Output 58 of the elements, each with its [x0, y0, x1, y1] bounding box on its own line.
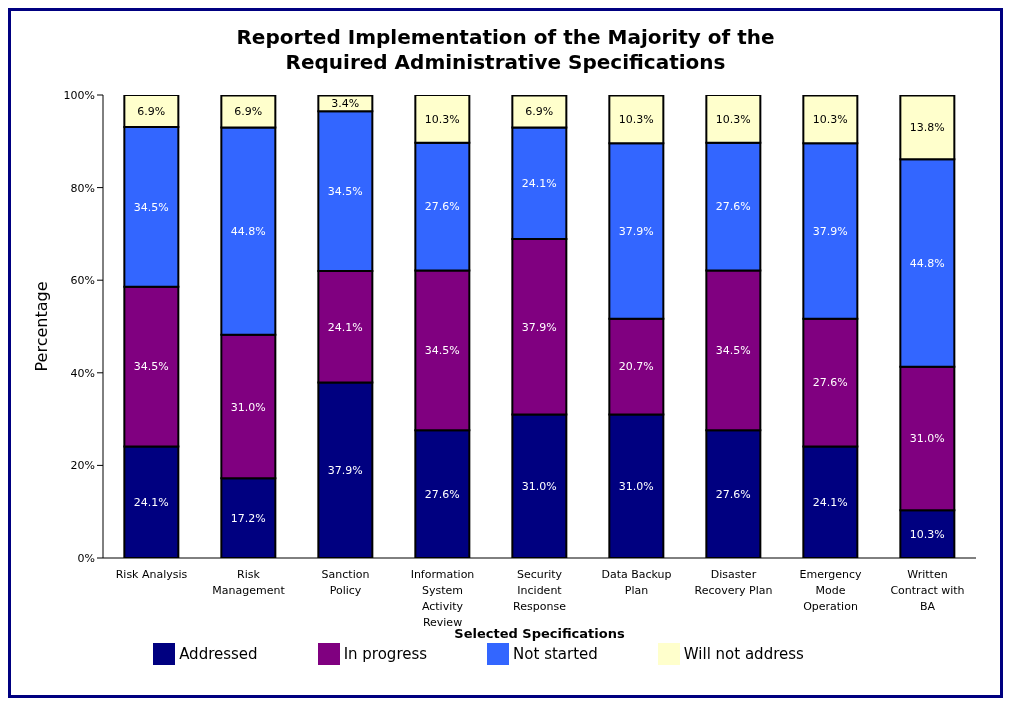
data-label: 6.9%	[234, 105, 263, 119]
x-tick-label: Sanction Policy	[321, 568, 370, 597]
y-tick-label: 80%	[70, 181, 95, 195]
x-tick-label: Disaster Recovery Plan	[694, 568, 773, 597]
data-label: 37.9%	[618, 224, 654, 238]
data-label: 37.9%	[327, 464, 363, 478]
legend-label: Will not address	[683, 644, 804, 663]
y-axis-title: Percentage	[31, 281, 51, 372]
data-label: 10.3%	[618, 113, 654, 127]
x-tick-label: Data Backup Plan	[601, 568, 672, 597]
legend-label: Not started	[513, 644, 598, 663]
chart-title: Reported Implementation of the Majority of the Required Administrative Specifications	[235, 25, 776, 75]
y-tick-label: 40%	[70, 366, 95, 380]
x-tick-label: Security Incident Response	[513, 568, 567, 613]
data-label: 27.6%	[424, 488, 460, 502]
y-tick-label: 100%	[63, 88, 95, 102]
data-label: 31.0%	[909, 432, 945, 446]
data-label: 24.1%	[133, 496, 169, 510]
y-tick-label: 20%	[70, 459, 95, 473]
data-label: 37.9%	[521, 320, 557, 334]
data-label: 27.6%	[424, 200, 460, 214]
data-label: 13.8%	[909, 121, 945, 135]
data-label: 31.0%	[230, 400, 266, 414]
data-label: 34.5%	[133, 360, 169, 374]
legend-label: Addressed	[179, 644, 258, 663]
data-label: 10.3%	[909, 528, 945, 542]
data-label: 27.6%	[715, 488, 751, 502]
data-label: 3.4%	[331, 97, 360, 111]
data-label: 34.5%	[715, 344, 751, 358]
data-label: 20.7%	[618, 360, 654, 374]
data-label: 34.5%	[424, 344, 460, 358]
legend-label: In progress	[343, 644, 428, 663]
y-tick-label: 0%	[77, 551, 95, 565]
x-tick-label: Information System Activity Review	[410, 568, 475, 629]
data-label: 24.1%	[521, 177, 557, 191]
data-label: 34.5%	[327, 184, 363, 198]
data-label: 27.6%	[812, 376, 848, 390]
data-label: 10.3%	[424, 112, 460, 126]
data-label: 10.3%	[812, 113, 848, 127]
data-label: 24.1%	[812, 496, 848, 510]
data-label: 6.9%	[137, 104, 166, 118]
data-label: 10.3%	[715, 112, 751, 126]
x-tick-label: Emergency Mode Operation	[799, 568, 863, 613]
data-label: 44.8%	[909, 256, 945, 270]
x-tick-label: Risk Management	[212, 568, 286, 597]
data-label: 6.9%	[525, 105, 554, 119]
data-label: 37.9%	[812, 224, 848, 238]
data-label: 44.8%	[230, 225, 266, 239]
x-axis-title: Selected Specifications	[454, 626, 625, 641]
data-label: 24.1%	[327, 320, 363, 334]
data-label: 31.0%	[521, 480, 557, 494]
y-tick-label: 60%	[70, 274, 95, 288]
x-tick-label: Written Contract with BA	[890, 568, 965, 613]
data-label: 27.6%	[715, 200, 751, 214]
x-tick-label: Risk Analysis	[115, 568, 188, 581]
data-label: 17.2%	[230, 512, 266, 526]
data-label: 34.5%	[133, 200, 169, 214]
data-label: 31.0%	[618, 480, 654, 494]
